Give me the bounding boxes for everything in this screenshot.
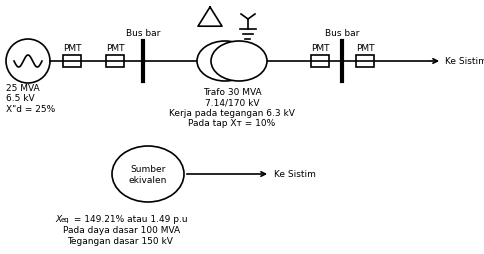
Text: PMT: PMT: [310, 44, 329, 53]
Text: Ke Sistim: Ke Sistim: [444, 57, 484, 66]
Text: PMT: PMT: [62, 44, 81, 53]
Ellipse shape: [197, 42, 253, 82]
Text: Sumber
ekivalen: Sumber ekivalen: [129, 165, 167, 184]
Text: = 149.21% atau 1.49 p.u: = 149.21% atau 1.49 p.u: [71, 214, 187, 223]
Text: PMT: PMT: [355, 44, 374, 53]
Text: Bus bar: Bus bar: [125, 29, 160, 38]
Text: Pada daya dasar 100 MVA: Pada daya dasar 100 MVA: [63, 225, 180, 234]
Text: PMT: PMT: [106, 44, 124, 53]
Text: eq: eq: [61, 216, 70, 222]
Text: 25 MVA
6.5 kV
X"d = 25%: 25 MVA 6.5 kV X"d = 25%: [6, 84, 55, 113]
Text: Ke Sistim: Ke Sistim: [273, 170, 315, 179]
Text: X: X: [55, 214, 61, 223]
Text: Bus bar: Bus bar: [324, 29, 359, 38]
Ellipse shape: [211, 42, 267, 82]
Text: Tegangan dasar 150 kV: Tegangan dasar 150 kV: [67, 236, 172, 245]
Text: Trafo 30 MVA
7.14/170 kV
Kerja pada tegangan 6.3 kV
Pada tap Xᴛ = 10%: Trafo 30 MVA 7.14/170 kV Kerja pada tega…: [169, 88, 294, 128]
